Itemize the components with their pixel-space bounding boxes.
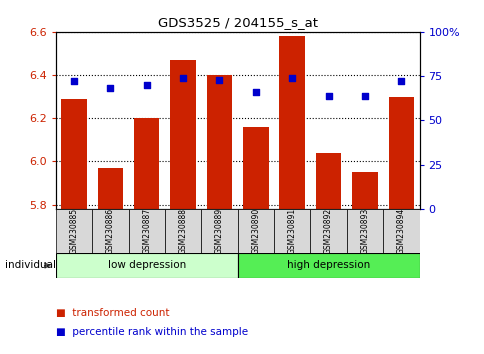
Text: GSM230893: GSM230893 [360, 208, 369, 254]
Point [287, 75, 295, 81]
Bar [201, 209, 237, 253]
Bar [351, 172, 377, 209]
Text: GSM230888: GSM230888 [178, 208, 187, 254]
Bar [128, 209, 165, 253]
Point [360, 93, 368, 98]
Text: high depression: high depression [287, 261, 369, 270]
Text: GSM230886: GSM230886 [106, 208, 115, 254]
Point [252, 89, 259, 95]
Point [70, 79, 77, 84]
Bar [134, 118, 159, 209]
Bar [242, 127, 268, 209]
Title: GDS3525 / 204155_s_at: GDS3525 / 204155_s_at [157, 16, 317, 29]
Point [106, 86, 114, 91]
Point [142, 82, 150, 88]
Bar [170, 60, 196, 209]
Bar [388, 97, 413, 209]
Bar [56, 253, 237, 278]
Bar [310, 209, 346, 253]
Text: ■  percentile rank within the sample: ■ percentile rank within the sample [56, 327, 247, 337]
Text: GSM230889: GSM230889 [214, 208, 224, 254]
Point [396, 79, 404, 84]
Bar [315, 153, 341, 209]
Point [324, 93, 332, 98]
Bar [346, 209, 382, 253]
Bar [92, 209, 128, 253]
Bar [237, 253, 419, 278]
Bar [97, 168, 123, 209]
Bar [206, 75, 232, 209]
Text: individual: individual [5, 261, 56, 270]
Bar [279, 36, 304, 209]
Text: GSM230892: GSM230892 [323, 208, 333, 254]
Bar [56, 209, 92, 253]
Text: GSM230891: GSM230891 [287, 208, 296, 254]
Text: ■  transformed count: ■ transformed count [56, 308, 169, 318]
Bar [237, 209, 273, 253]
Text: low depression: low depression [107, 261, 185, 270]
Bar [382, 209, 419, 253]
Bar [273, 209, 310, 253]
Point [179, 75, 186, 81]
Text: GSM230887: GSM230887 [142, 208, 151, 254]
Bar [165, 209, 201, 253]
Bar [61, 99, 87, 209]
Text: GSM230890: GSM230890 [251, 208, 260, 254]
Point [215, 77, 223, 82]
Text: GSM230885: GSM230885 [69, 208, 78, 254]
Text: GSM230894: GSM230894 [396, 208, 405, 254]
